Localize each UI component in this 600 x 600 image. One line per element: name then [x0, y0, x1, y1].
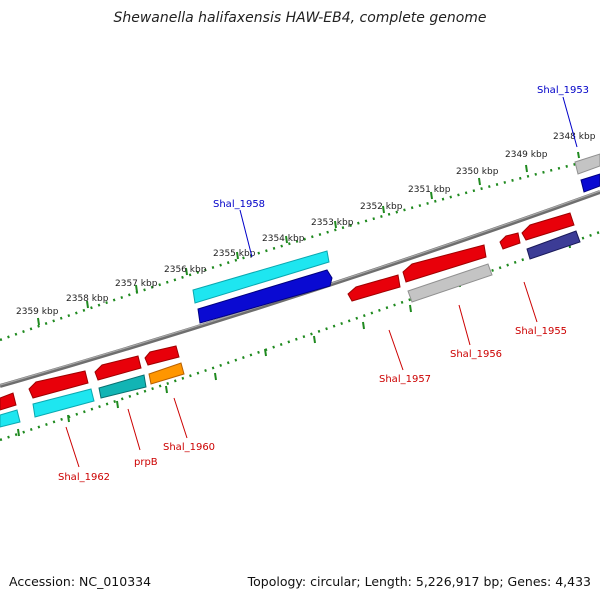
- tick-labels: 2348 kbp 2349 kbp 2350 kbp 2351 kbp 2352…: [16, 132, 596, 317]
- major-tick: [430, 191, 433, 200]
- major-tick: [236, 251, 239, 260]
- major-tick: [185, 267, 188, 276]
- reverse-genes: [0, 212, 581, 428]
- leader-shal-1958: [239, 209, 253, 258]
- label-leaders: [65, 96, 578, 468]
- major-tick: [478, 177, 481, 186]
- tick-label: 2350 kbp: [456, 167, 499, 177]
- tick-label: 2358 kbp: [66, 294, 109, 304]
- leader-prpb: [127, 408, 141, 451]
- major-tick: [409, 304, 412, 313]
- major-tick: [285, 235, 288, 244]
- leader-shal-1962: [65, 426, 80, 468]
- tick-label: 2359 kbp: [16, 307, 59, 317]
- inner-tick-track: [0, 230, 600, 442]
- gene-label-shal-1955[interactable]: Shal_1955: [515, 326, 567, 337]
- gene-red-small[interactable]: [499, 232, 521, 250]
- map-title: Shewanella halifaxensis HAW-EB4, complet…: [113, 10, 486, 26]
- gene-label-shal-1960[interactable]: Shal_1960: [163, 442, 215, 453]
- major-tick: [313, 335, 316, 344]
- major-tick: [382, 205, 385, 214]
- gene-red-edge[interactable]: [0, 392, 17, 411]
- major-tick: [67, 414, 70, 423]
- leader-shal-1957: [388, 329, 404, 371]
- major-tick: [17, 428, 20, 437]
- major-tick: [116, 400, 119, 409]
- leader-shal-1956: [458, 304, 471, 346]
- gene-shal-1956[interactable]: [407, 263, 493, 303]
- leader-shal-1955: [523, 281, 538, 323]
- gene-label-shal-1958[interactable]: Shal_1958: [213, 199, 265, 210]
- genome-summary-text: Topology: circular; Length: 5,226,917 bp…: [247, 574, 591, 589]
- major-tick: [214, 372, 217, 381]
- gene-label-shal-1962[interactable]: Shal_1962: [58, 472, 110, 483]
- tick-marks: [17, 151, 580, 437]
- gene-shal-1955[interactable]: [526, 230, 581, 260]
- gene-forward-blue-2[interactable]: [580, 173, 600, 193]
- tick-label: 2354 kbp: [262, 234, 305, 244]
- gene-shal-1962[interactable]: [32, 388, 95, 418]
- leader-shal-1960: [173, 397, 188, 439]
- gene-label-shal-1956[interactable]: Shal_1956: [450, 349, 502, 360]
- leader-shal-1953: [562, 96, 578, 148]
- tick-label: 2352 kbp: [360, 202, 403, 212]
- gene-labels: Shal_1953 Shal_1958 Shal_1955 Shal_1956 …: [58, 85, 589, 483]
- gene-red-1956a[interactable]: [402, 244, 487, 283]
- major-tick: [37, 317, 40, 326]
- gene-shal-1958[interactable]: [192, 250, 330, 304]
- accession-text: Accession: NC_010334: [9, 574, 151, 589]
- tick-label: 2357 kbp: [115, 279, 158, 289]
- major-tick: [362, 321, 365, 330]
- tick-label: 2356 kbp: [164, 265, 207, 275]
- gene-forward-blue[interactable]: [197, 269, 333, 324]
- major-tick: [86, 300, 89, 309]
- gene-red-1955[interactable]: [521, 212, 575, 241]
- gene-label-shal-1957[interactable]: Shal_1957: [379, 374, 431, 385]
- major-tick: [264, 348, 267, 357]
- major-tick: [334, 220, 337, 229]
- major-tick: [135, 284, 138, 293]
- gene-red-1962a[interactable]: [28, 370, 89, 399]
- gene-shal-1960[interactable]: [148, 362, 185, 385]
- major-tick: [165, 385, 168, 394]
- tick-label: 2353 kbp: [311, 218, 354, 228]
- gene-prpb[interactable]: [98, 374, 147, 399]
- gene-label-shal-1953[interactable]: Shal_1953: [537, 85, 589, 96]
- tick-label: 2355 kbp: [213, 249, 256, 259]
- gene-label-prpb[interactable]: prpB: [134, 457, 158, 468]
- gene-cyan-edge[interactable]: [0, 409, 21, 428]
- forward-genes: [192, 153, 600, 324]
- tick-label: 2349 kbp: [505, 150, 548, 160]
- gene-shal-1953[interactable]: [574, 153, 600, 175]
- major-tick: [577, 151, 580, 159]
- gene-red-1960a[interactable]: [144, 345, 180, 366]
- major-tick: [525, 164, 528, 173]
- gene-shal-1957[interactable]: [347, 274, 401, 302]
- tick-label: 2351 kbp: [408, 185, 451, 195]
- outer-tick-track: [0, 156, 600, 342]
- gene-red-prpb-a[interactable]: [94, 355, 142, 381]
